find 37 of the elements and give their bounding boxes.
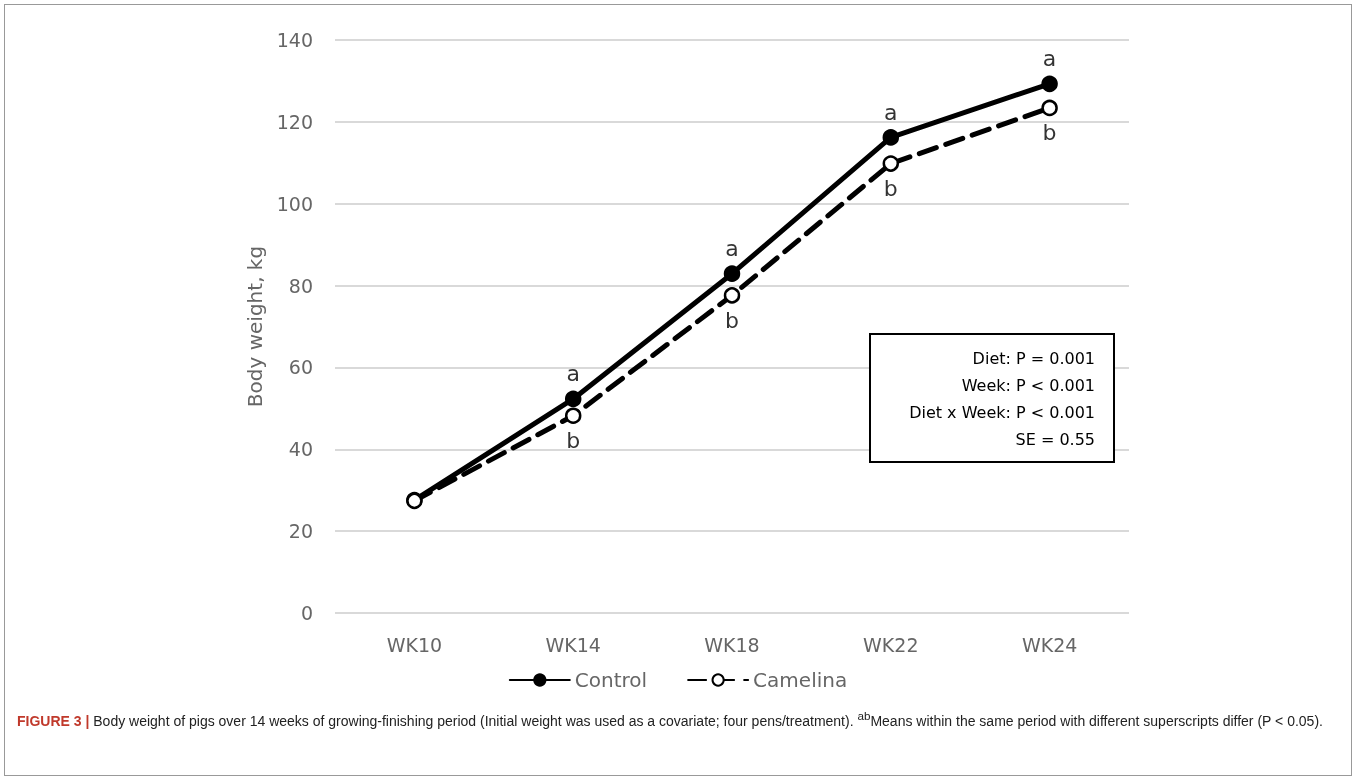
caption: FIGURE 3 | Body weight of pigs over 14 weeks of growing-finishing period (Initial weight was used as a covariate; four pens/treatment). $^{ab}$Means within the same period with different superscripts differ (P < 0.05). (17, 709, 1323, 729)
point (1041, 99, 1058, 117)
point (882, 155, 900, 172)
y-tick-label: 80 (288, 274, 313, 297)
annotation: b (883, 176, 898, 202)
point (1041, 75, 1058, 93)
point (723, 287, 741, 304)
point (723, 265, 741, 282)
point (564, 390, 582, 408)
point (882, 129, 900, 146)
annotation: a (725, 236, 739, 262)
y-tick-label: 0 (300, 602, 313, 624)
x-tick-label: WK18 (704, 633, 760, 656)
legend-label: Control (574, 668, 648, 692)
annotation: Week: P < 0.001 (960, 375, 1095, 397)
annotation: SE = 0.55 (1014, 429, 1095, 451)
annotation: Diet: P = 0.001 (971, 348, 1095, 370)
y-tick-label: 100 (276, 192, 313, 215)
y-tick-label: 40 (288, 438, 313, 461)
y-tick-label: 120 (276, 110, 313, 133)
x-tick-label: WK22 (863, 633, 919, 656)
annotation: a (884, 99, 898, 125)
y-axis-title: Body weight, kg (243, 245, 267, 408)
y-tick-label: 60 (288, 356, 313, 379)
annotation: b (566, 428, 581, 454)
y-tick-label: 140 (276, 29, 313, 51)
x-tick-label: WK24 (1021, 633, 1078, 656)
annotation: a (566, 361, 580, 387)
annotation: Diet x Week: P < 0.001 (908, 402, 1095, 424)
x-tick-label: WK10 (386, 633, 443, 656)
annotation: a (1042, 46, 1057, 72)
annotation: b (1042, 120, 1057, 146)
x-tick-label: WK14 (545, 633, 601, 656)
y-tick-label: 20 (288, 520, 313, 543)
point (564, 407, 582, 424)
legend-label: Camelina (753, 668, 848, 692)
annotation: b (725, 307, 739, 333)
